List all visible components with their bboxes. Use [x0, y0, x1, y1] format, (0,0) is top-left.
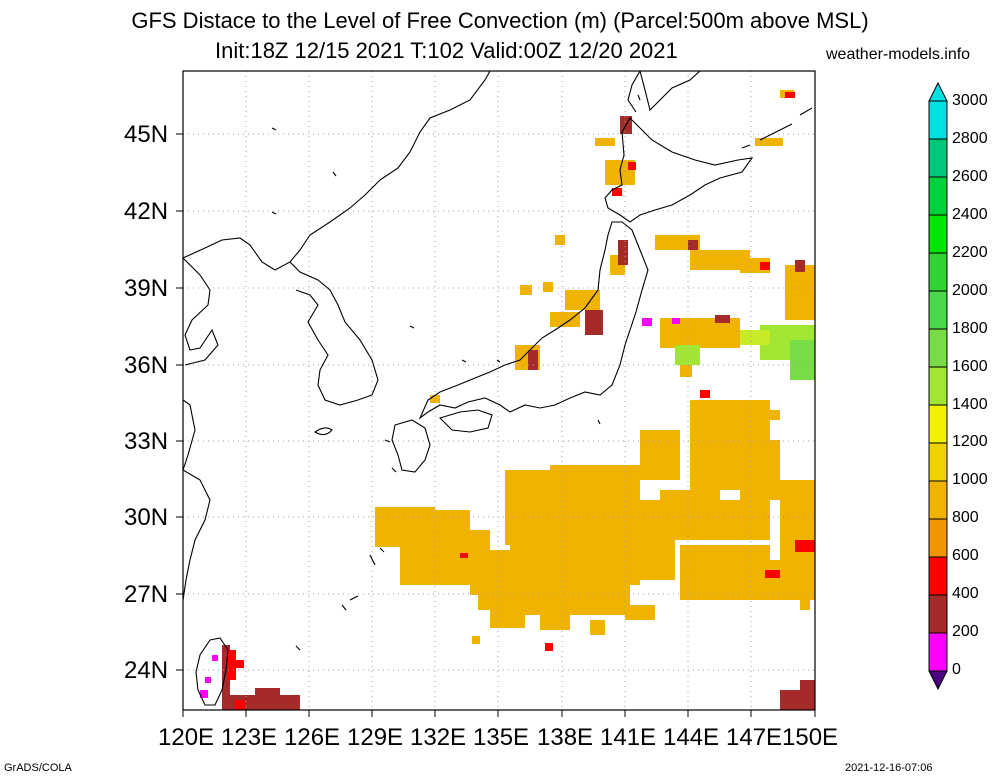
map-title: GFS Distace to the Level of Free Convect…	[131, 8, 869, 33]
field-magenta	[200, 318, 680, 698]
site-credit: weather-models.info	[826, 46, 971, 63]
grid-lines	[183, 71, 815, 710]
colorbar-arrow-top	[928, 81, 948, 102]
lon-label-150e: 150E	[782, 724, 839, 751]
colorbar	[928, 81, 948, 691]
field-brown	[222, 116, 815, 710]
map-subtitle: Init:18Z 12/15 2021 T:102 Valid:00Z 12/2…	[215, 38, 678, 63]
lat-label-36n: 36N	[124, 352, 169, 379]
lat-label-30n: 30N	[124, 504, 169, 531]
lat-label-27n: 27N	[124, 581, 169, 608]
colorbar-label-400: 400	[952, 585, 979, 602]
coastlines	[183, 71, 813, 706]
colorbar-swatch	[928, 632, 948, 672]
colorbar-label-2000: 2000	[952, 282, 988, 299]
colorbar-label-3000: 3000	[952, 92, 988, 109]
colorbar-label-800: 800	[952, 509, 979, 526]
colorbar-swatch	[928, 328, 948, 368]
colorbar-swatch	[928, 366, 948, 406]
colorbar-swatch	[928, 214, 948, 254]
map-frame	[182, 70, 816, 711]
lon-label-132e: 132E	[410, 724, 467, 751]
colorbar-label-2400: 2400	[952, 206, 988, 223]
colorbar-swatch	[928, 518, 948, 558]
lon-label-120e: 120E	[158, 724, 215, 751]
axis-ticks	[176, 133, 816, 717]
colorbar-swatch	[928, 442, 948, 482]
field-green	[675, 325, 815, 380]
colorbar-label-2200: 2200	[952, 244, 988, 261]
lon-label-123e: 123E	[221, 724, 278, 751]
lat-label-45n: 45N	[124, 121, 169, 148]
lon-label-141e: 141E	[600, 724, 657, 751]
colorbar-label-200: 200	[952, 623, 979, 640]
colorbar-swatch	[928, 556, 948, 596]
colorbar-swatch	[928, 252, 948, 292]
colorbar-label-1600: 1600	[952, 358, 988, 375]
footer-credit: GrADS/COLA	[4, 762, 72, 774]
colorbar-label-1400: 1400	[952, 396, 988, 413]
field-red	[228, 92, 815, 710]
colorbar-arrow-bottom	[928, 670, 948, 691]
lon-label-138e: 138E	[537, 724, 594, 751]
colorbar-swatch	[928, 138, 948, 178]
colorbar-swatch	[928, 100, 948, 140]
colorbar-swatch	[928, 290, 948, 330]
colorbar-swatch	[928, 404, 948, 444]
lon-label-129e: 129E	[347, 724, 404, 751]
footer-timestamp: 2021-12-16-07:06	[845, 762, 933, 774]
colorbar-label-2800: 2800	[952, 130, 988, 147]
lon-label-135e: 135E	[473, 724, 530, 751]
colorbar-label-1200: 1200	[952, 433, 988, 450]
lon-label-147e: 147E	[726, 724, 783, 751]
field-orange	[375, 90, 815, 644]
colorbar-label-1000: 1000	[952, 471, 988, 488]
colorbar-swatch	[928, 176, 948, 216]
lat-label-24n: 24N	[124, 657, 169, 684]
colorbar-label-0: 0	[952, 661, 961, 678]
colorbar-label-600: 600	[952, 547, 979, 564]
colorbar-label-1800: 1800	[952, 320, 988, 337]
lat-label-42n: 42N	[124, 198, 169, 225]
lon-label-144e: 144E	[663, 724, 720, 751]
colorbar-swatch	[928, 480, 948, 520]
colorbar-label-2600: 2600	[952, 168, 988, 185]
colorbar-swatch	[928, 594, 948, 634]
lat-label-33n: 33N	[124, 428, 169, 455]
field-layer	[200, 90, 815, 710]
lat-label-39n: 39N	[124, 275, 169, 302]
lon-label-126e: 126E	[284, 724, 341, 751]
